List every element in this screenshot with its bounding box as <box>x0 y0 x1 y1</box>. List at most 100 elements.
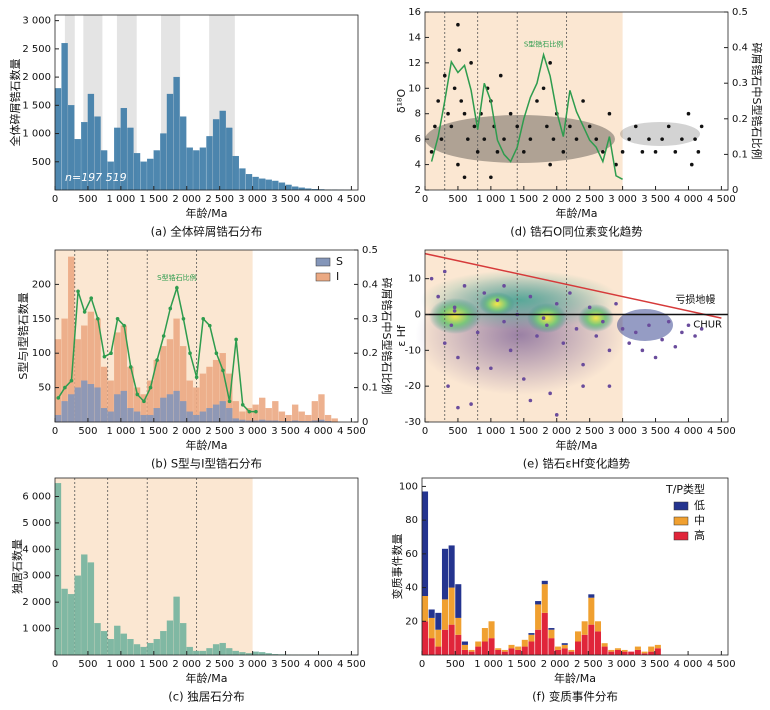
y-tick-label: -10 <box>405 345 421 356</box>
bar <box>140 414 147 423</box>
bar <box>581 634 588 655</box>
point <box>469 402 473 406</box>
caption: (b) S型与I型锆石分布 <box>151 457 262 471</box>
point <box>442 269 447 274</box>
x-tick-label: 4 500 <box>337 426 366 437</box>
x-tick-label: 1 500 <box>507 659 536 670</box>
bar <box>153 638 160 656</box>
point <box>653 150 658 154</box>
x-tick-label: 1 500 <box>139 194 168 205</box>
point <box>696 150 701 154</box>
bar <box>193 414 200 423</box>
line-marker <box>76 289 80 294</box>
x-tick-label: 0 <box>52 659 58 670</box>
point <box>660 137 664 141</box>
y-tick-label: 150 <box>32 314 51 325</box>
point <box>482 291 487 295</box>
bar <box>259 178 266 191</box>
bar <box>140 646 147 656</box>
shaded-region <box>425 12 623 190</box>
density-shading <box>429 298 481 334</box>
y-tick-label: 0 <box>415 310 421 321</box>
bar <box>180 401 187 423</box>
point <box>498 73 503 78</box>
bar <box>435 629 442 647</box>
point <box>475 366 480 371</box>
y-tick-label: 2 000 <box>22 72 51 83</box>
y-axis-label: ε Hf <box>395 324 408 347</box>
bar <box>265 408 272 423</box>
bar <box>107 638 114 656</box>
annotation: n=197 519 <box>65 171 127 184</box>
point <box>647 137 651 141</box>
point <box>446 111 450 116</box>
caption: (a) 全体碎屑锆石分布 <box>151 225 263 239</box>
bar <box>239 168 246 191</box>
line-label: S型锆石比例 <box>157 273 196 282</box>
bar <box>601 646 608 655</box>
point <box>680 330 684 335</box>
bar <box>428 617 435 639</box>
x-tick-label: 1 000 <box>107 194 136 205</box>
bar <box>528 634 535 642</box>
bar <box>594 631 602 655</box>
x-tick-label: 0 <box>52 194 58 205</box>
line-marker <box>63 385 67 390</box>
bar <box>521 646 528 655</box>
legend-label: I <box>336 270 339 283</box>
bar <box>628 651 635 655</box>
bar <box>226 648 233 656</box>
x-tick-label: 2 500 <box>205 194 234 205</box>
point <box>528 137 533 141</box>
point <box>502 284 506 288</box>
line-marker <box>240 403 245 407</box>
line <box>424 252 722 319</box>
bar <box>311 401 319 423</box>
x-tick-label: 3 000 <box>238 659 267 670</box>
bar <box>528 633 535 635</box>
y-tick-label: 12 <box>408 58 421 69</box>
point <box>594 137 599 141</box>
bar <box>441 629 449 655</box>
legend-swatch <box>315 257 331 267</box>
point <box>456 355 460 360</box>
x-tick-label: 4 500 <box>707 426 736 437</box>
bar <box>114 625 121 656</box>
bar <box>180 116 187 191</box>
bar <box>561 644 568 649</box>
y-tick-label: 100 <box>399 481 418 492</box>
plot-frame <box>421 477 729 656</box>
plot-frame <box>54 477 359 656</box>
bar <box>219 401 226 423</box>
x-tick-label: 500 <box>78 659 97 670</box>
point <box>462 111 467 116</box>
bar <box>133 153 141 191</box>
point <box>551 137 556 141</box>
bar <box>259 397 266 423</box>
y-tick-label: 4 000 <box>22 544 51 555</box>
y-tick-label: -30 <box>405 417 421 428</box>
point <box>528 398 533 403</box>
x-tick-label: 3 000 <box>608 194 637 205</box>
point <box>666 319 671 324</box>
point <box>541 316 546 320</box>
bar <box>252 176 259 191</box>
bar <box>81 380 88 423</box>
x-tick-label: 1 000 <box>477 194 506 205</box>
y-axis-label: 变质事件数量 <box>390 534 404 600</box>
bar <box>147 158 154 191</box>
bar <box>495 648 502 650</box>
bar <box>212 119 220 191</box>
point <box>452 309 457 313</box>
bar <box>324 414 332 423</box>
y2-tick-label: 0.4 <box>362 279 378 290</box>
point <box>457 48 462 52</box>
bar <box>428 609 435 618</box>
x-tick-label: 4 000 <box>674 426 703 437</box>
x-tick-label: 1 500 <box>509 426 538 437</box>
bar <box>291 404 299 423</box>
bar <box>475 641 482 647</box>
band <box>64 15 75 190</box>
bar <box>272 401 279 423</box>
plot-frame <box>54 249 359 423</box>
